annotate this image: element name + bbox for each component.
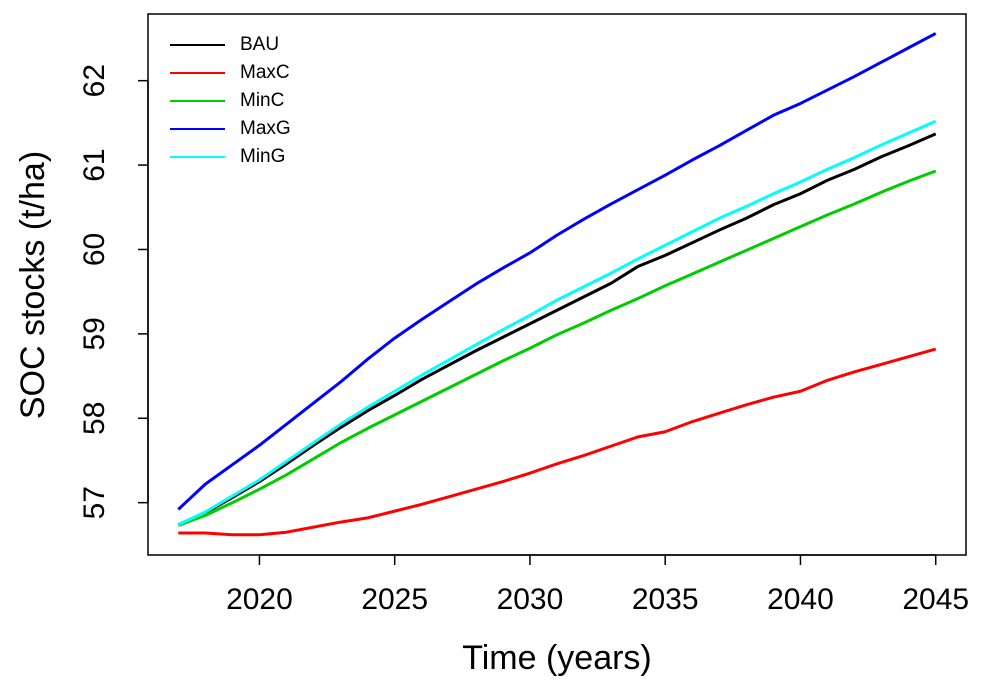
series-line — [177, 119, 937, 526]
legend-label: MinG — [240, 146, 285, 167]
y-tick-label: 58 — [78, 402, 111, 435]
legend-label: MaxG — [240, 118, 291, 139]
x-tick-label: 2040 — [767, 583, 834, 616]
y-tick-label: 62 — [78, 64, 111, 97]
y-tick-label: 61 — [78, 148, 111, 181]
series-line — [177, 132, 937, 526]
series-line — [177, 169, 937, 527]
x-tick-label: 2020 — [226, 583, 293, 616]
y-tick-label: 60 — [78, 233, 111, 266]
y-axis-title: SOC stocks (t/ha) — [14, 151, 52, 419]
y-tick-label: 57 — [78, 486, 111, 519]
x-tick-label: 2025 — [361, 583, 428, 616]
legend-label: MaxC — [240, 62, 290, 83]
legend-label: MinC — [240, 90, 284, 111]
legend-label: BAU — [240, 34, 279, 55]
x-tick-label: 2035 — [632, 583, 699, 616]
x-tick-label: 2045 — [902, 583, 969, 616]
y-tick-label: 59 — [78, 317, 111, 350]
x-axis-title: Time (years) — [462, 639, 652, 677]
series-line — [177, 32, 937, 511]
series-line — [178, 347, 937, 537]
x-tick-label: 2030 — [497, 583, 564, 616]
